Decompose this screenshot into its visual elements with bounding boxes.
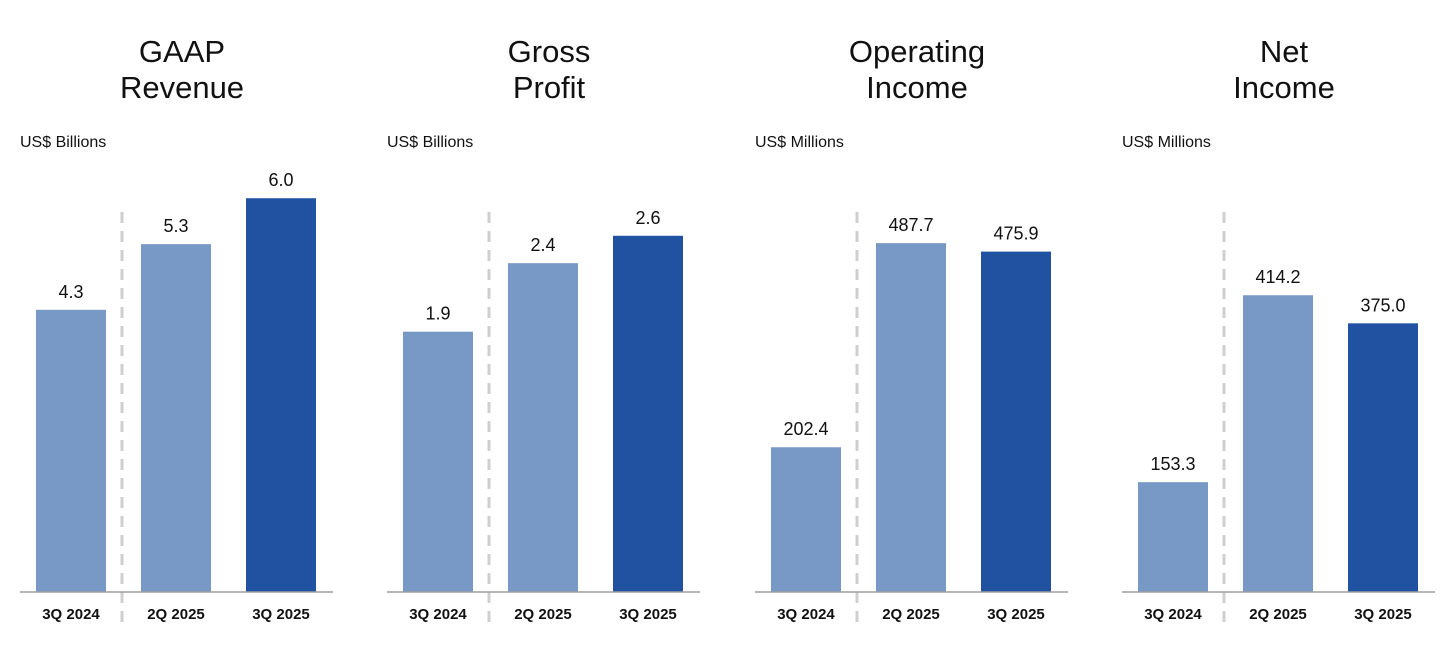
x-tick-label: 3Q 2025 xyxy=(987,606,1045,623)
chart-title-line-2: Profit xyxy=(512,70,586,105)
chart-title-line-1: Gross xyxy=(507,34,591,69)
bar xyxy=(1243,295,1313,592)
bar-chart: 202.4 3Q 2024 487.7 2Q 2025 475.9 3Q 2025 xyxy=(755,212,1068,628)
chart-panel-gaap-revenue: GAAP Revenue US$ Billions 4.3 3Q 2024 5.3 2… xyxy=(0,0,364,647)
bar xyxy=(508,263,578,592)
data-label: 375.0 xyxy=(1360,295,1405,315)
x-tick-label: 2Q 2025 xyxy=(1249,606,1307,623)
bar xyxy=(1138,482,1208,592)
data-label: 202.4 xyxy=(783,419,828,439)
data-label: 487.7 xyxy=(888,215,933,235)
data-label: 414.2 xyxy=(1255,267,1300,287)
chart-panel-operating-income: Operating Income US$ Millions 202.4 3Q 20… xyxy=(735,0,1099,647)
bar xyxy=(36,309,106,592)
bar xyxy=(876,243,946,592)
bar xyxy=(403,331,473,592)
bar xyxy=(771,447,841,592)
data-label: 475.9 xyxy=(993,224,1038,244)
chart-panel-gross-profit: Gross Profit US$ Billions 1.9 3Q 2024 2.4 2… xyxy=(367,0,731,647)
chart-title: Net Income xyxy=(1102,34,1456,106)
data-label: 1.9 xyxy=(425,304,450,324)
bar-chart: 4.3 3Q 2024 5.3 2Q 2025 6.0 3Q 2025 xyxy=(20,170,333,628)
bar xyxy=(613,235,683,592)
chart-title-line-2: Revenue xyxy=(119,70,245,105)
x-tick-label: 2Q 2025 xyxy=(147,606,205,623)
x-tick-label: 3Q 2025 xyxy=(619,606,677,623)
unit-label: US$ Billions xyxy=(387,134,474,151)
data-label: 153.3 xyxy=(1150,454,1195,474)
chart-title: Operating Income xyxy=(735,34,1099,106)
x-tick-label: 3Q 2024 xyxy=(42,606,100,623)
chart-title-line-1: GAAP xyxy=(138,34,226,69)
chart-title-line-2: Income xyxy=(1233,70,1335,105)
x-tick-label: 3Q 2025 xyxy=(252,606,310,623)
bar xyxy=(1348,323,1418,592)
bar xyxy=(981,251,1051,592)
bar xyxy=(141,244,211,592)
unit-label: US$ Millions xyxy=(755,134,844,151)
unit-label: US$ Billions xyxy=(20,134,107,151)
x-tick-label: 3Q 2025 xyxy=(1354,606,1412,623)
chart-title-line-1: Net xyxy=(1259,34,1309,69)
x-tick-label: 2Q 2025 xyxy=(882,606,940,623)
x-tick-label: 3Q 2024 xyxy=(409,606,467,623)
data-label: 5.3 xyxy=(163,216,188,236)
data-label: 2.6 xyxy=(635,208,660,228)
data-label: 2.4 xyxy=(530,235,555,255)
chart-title-line-1: Operating xyxy=(848,34,986,69)
x-tick-label: 3Q 2024 xyxy=(1144,606,1202,623)
chart-title-line-2: Income xyxy=(866,70,968,105)
x-tick-label: 3Q 2024 xyxy=(777,606,835,623)
data-label: 4.3 xyxy=(58,282,83,302)
chart-title: Gross Profit xyxy=(367,34,731,106)
x-tick-label: 2Q 2025 xyxy=(514,606,572,623)
bar-chart: 1.9 3Q 2024 2.4 2Q 2025 2.6 3Q 2025 xyxy=(387,208,700,628)
chart-title: GAAP Revenue xyxy=(0,34,364,106)
unit-label: US$ Millions xyxy=(1122,134,1211,151)
bar-chart: 153.3 3Q 2024 414.2 2Q 2025 375.0 3Q 2025 xyxy=(1122,212,1435,628)
bar xyxy=(246,198,316,593)
chart-panel-net-income: Net Income US$ Millions 153.3 3Q 2024 414.… xyxy=(1102,0,1456,647)
data-label: 6.0 xyxy=(268,170,293,190)
